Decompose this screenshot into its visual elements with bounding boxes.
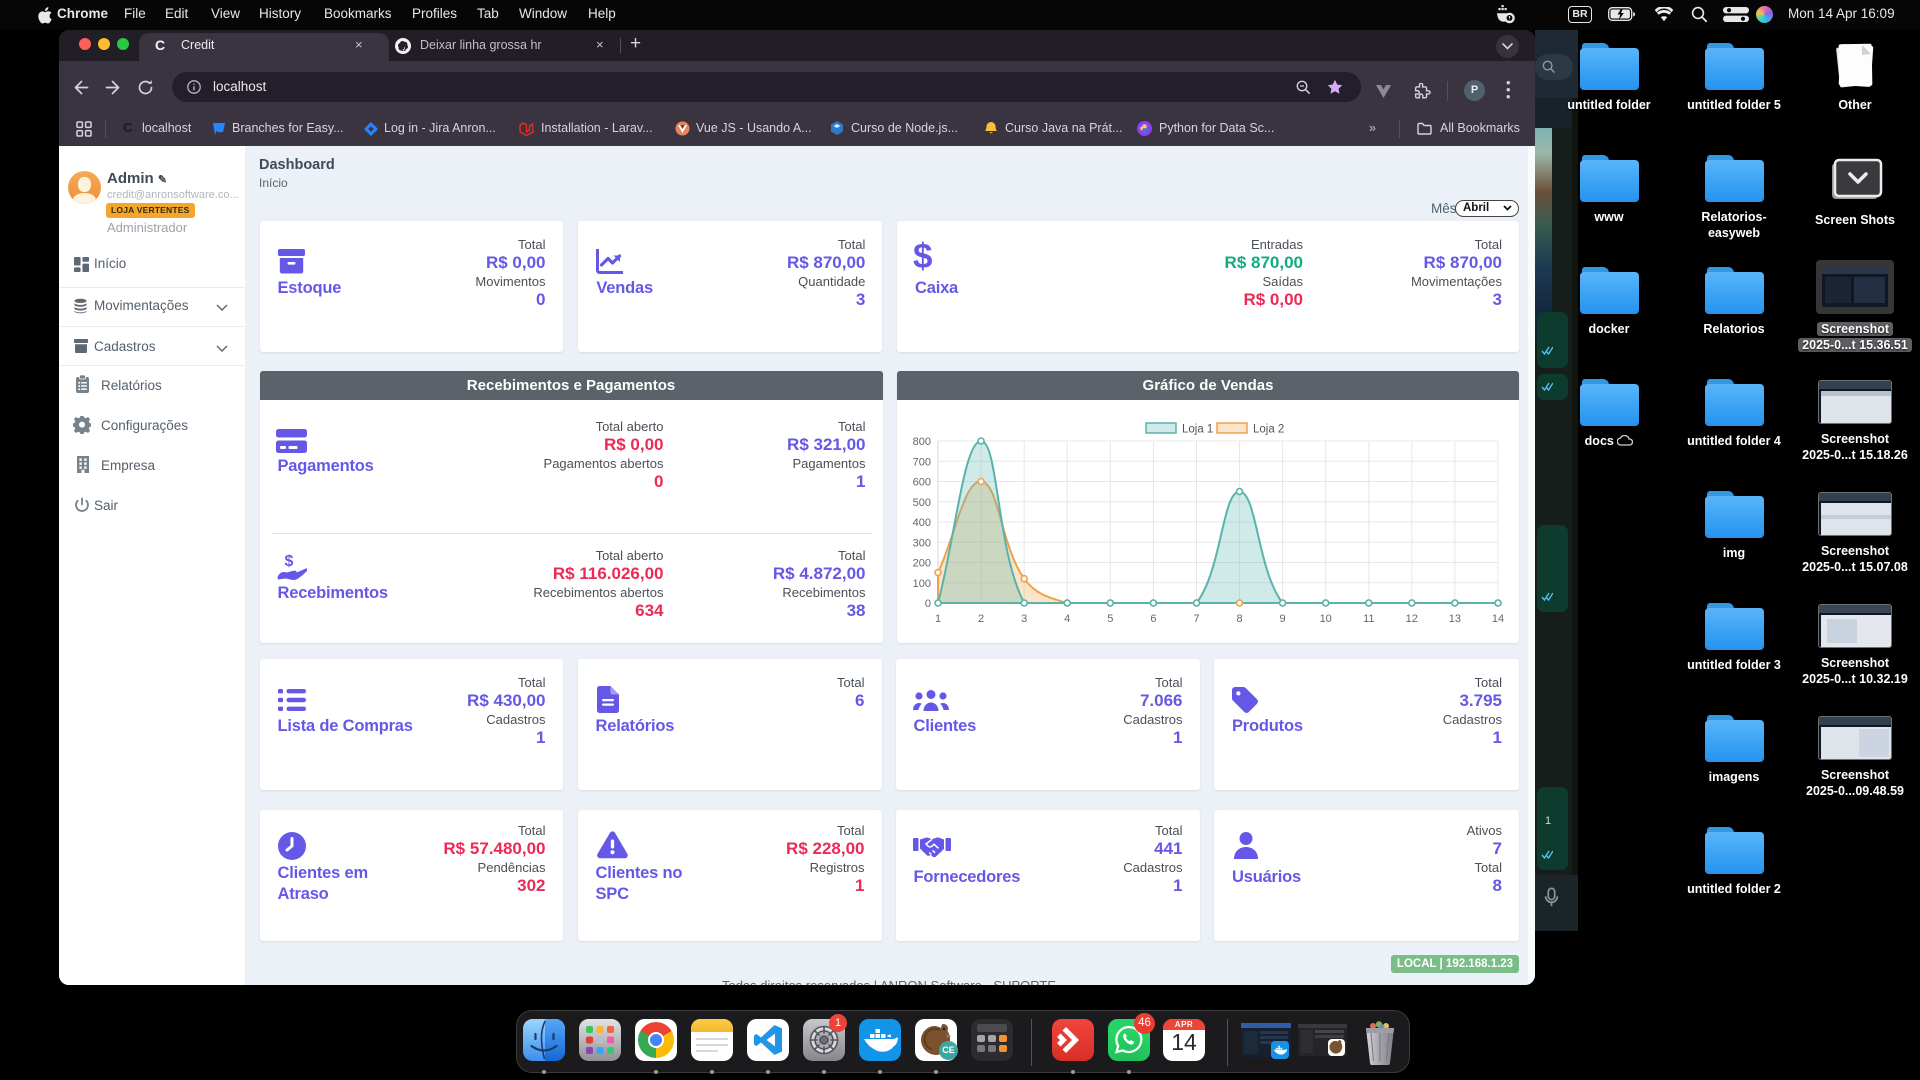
svg-text:6: 6 <box>1150 613 1156 625</box>
svg-text:700: 700 <box>913 456 931 468</box>
svg-text:1: 1 <box>935 613 941 625</box>
svg-text:11: 11 <box>1363 613 1374 625</box>
svg-text:8: 8 <box>1236 613 1242 625</box>
svg-text:3: 3 <box>1021 613 1027 625</box>
svg-text:5: 5 <box>1107 613 1113 625</box>
svg-text:Loja 2: Loja 2 <box>1253 424 1284 436</box>
svg-text:13: 13 <box>1449 613 1461 625</box>
svg-text:12: 12 <box>1406 613 1418 625</box>
svg-text:Loja 1: Loja 1 <box>1182 424 1213 436</box>
svg-text:100: 100 <box>913 578 931 590</box>
svg-text:300: 300 <box>913 537 931 549</box>
svg-text:600: 600 <box>913 477 931 489</box>
svg-text:7: 7 <box>1193 613 1199 625</box>
svg-text:10: 10 <box>1320 613 1332 625</box>
svg-text:$: $ <box>284 553 293 570</box>
svg-text:4: 4 <box>1064 613 1070 625</box>
svg-text:9: 9 <box>1280 613 1286 625</box>
svg-text:400: 400 <box>913 517 931 529</box>
svg-text:0: 0 <box>925 598 931 610</box>
svg-text:500: 500 <box>913 497 931 509</box>
svg-text:200: 200 <box>913 558 931 570</box>
svg-text:800: 800 <box>913 436 931 448</box>
svg-text:14: 14 <box>1492 613 1504 625</box>
svg-text:2: 2 <box>978 613 984 625</box>
